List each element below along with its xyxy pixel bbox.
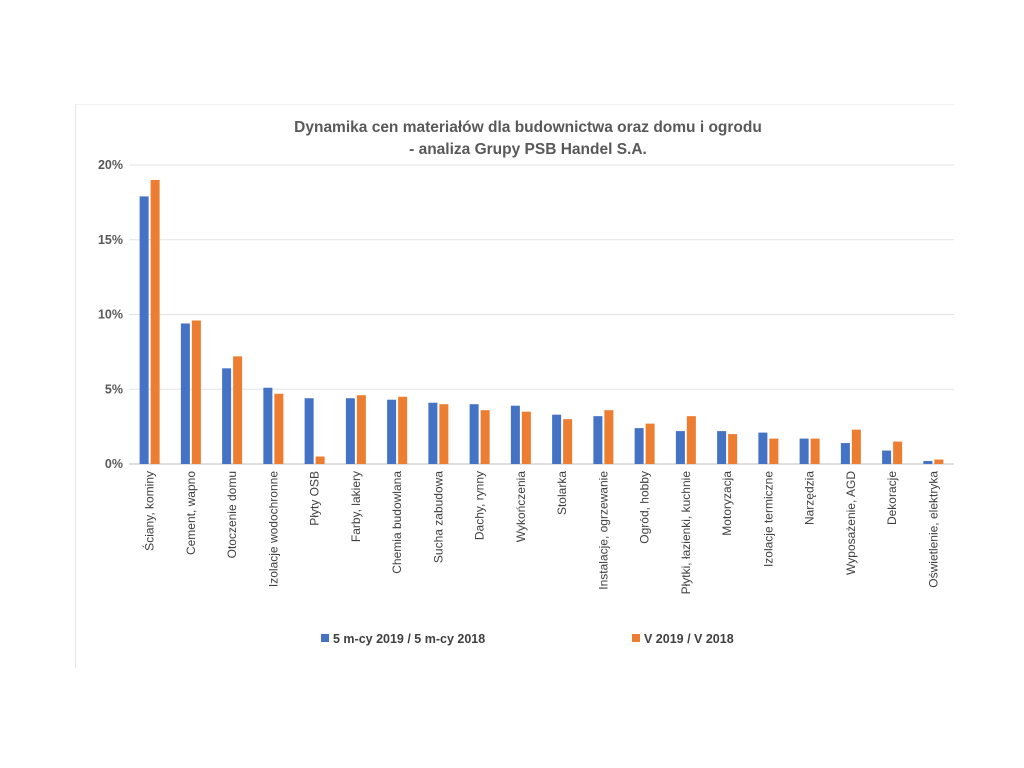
x-tick-label: Stolarka: [555, 471, 569, 515]
bar-series-1: [840, 443, 850, 464]
legend-swatch: [321, 634, 329, 642]
bar-series-2: [934, 459, 944, 464]
bar-series-2: [521, 411, 531, 464]
bar-series-2: [274, 393, 284, 464]
x-tick-label: Dachy, rynny: [473, 471, 487, 540]
bar-series-2: [150, 179, 160, 464]
bar-series-2: [563, 419, 573, 464]
bar-series-2: [191, 320, 201, 464]
bar-series-1: [552, 414, 562, 464]
bar-series-1: [882, 450, 892, 464]
bar-series-2: [233, 356, 243, 464]
x-tick-label: Farby, lakiery: [349, 471, 363, 542]
x-tick-label: Motoryzacja: [720, 471, 734, 536]
bar-series-1: [469, 404, 479, 464]
y-tick-label: 15%: [98, 233, 123, 247]
chart-title-line-2: - analiza Grupy PSB Handel S.A.: [409, 141, 647, 158]
bars: [139, 179, 944, 464]
y-tick-label: 10%: [98, 308, 123, 322]
x-tick-label: Ogród, hobby: [638, 471, 652, 544]
bar-series-1: [634, 428, 644, 464]
chart-frame: Dynamika cen materiałów dla budownictwa …: [75, 104, 955, 668]
x-tick-label: Otoczenie domu: [225, 471, 239, 558]
bar-series-1: [304, 398, 314, 464]
x-tick-label: Płyty OSB: [308, 471, 322, 526]
x-tick-label: Wyposażenie, AGD: [844, 471, 858, 575]
x-tick-label: Płytki, łazienki, kuchnie: [679, 471, 693, 595]
y-tick-label: 20%: [98, 158, 123, 172]
bar-series-1: [263, 387, 273, 464]
bar-series-2: [439, 404, 449, 464]
bar-series-1: [139, 196, 149, 464]
bar-series-2: [356, 395, 366, 464]
bar-series-2: [645, 423, 655, 464]
x-tick-label: Oświetlenie, elektryka: [926, 471, 940, 588]
x-tick-label: Cement, wapno: [184, 471, 198, 555]
gridlines: [129, 164, 954, 465]
bar-series-2: [315, 456, 325, 464]
bar-series-2: [480, 410, 490, 464]
bar-series-2: [810, 438, 820, 464]
bar-series-1: [799, 438, 809, 464]
x-tick-label: Wykończenia: [514, 471, 528, 543]
bar-series-1: [510, 405, 520, 464]
x-tick-label: Izolacje termiczne: [761, 471, 775, 567]
x-tick-label: Dekoracje: [885, 471, 899, 525]
legend-swatch: [632, 634, 640, 642]
bar-series-1: [758, 432, 768, 464]
chart-title-line-1: Dynamika cen materiałów dla budownictwa …: [294, 119, 762, 136]
bar-series-1: [180, 323, 190, 464]
y-axis-ticks: 0% 5% 10% 15% 20%: [98, 158, 123, 471]
y-tick-label: 5%: [105, 382, 123, 396]
x-tick-label: Chemia budowlana: [390, 471, 404, 574]
legend-label: V 2019 / V 2018: [644, 632, 734, 646]
bar-series-1: [717, 431, 727, 464]
x-tick-label: Ściany, kominy: [142, 471, 157, 551]
bar-series-1: [387, 399, 397, 464]
bar-series-1: [675, 431, 685, 464]
x-tick-label: Izolacje wodochronne: [266, 471, 280, 587]
bar-series-2: [851, 429, 861, 464]
bar-series-2: [893, 441, 903, 464]
bar-series-1: [923, 461, 933, 464]
bar-series-2: [728, 434, 738, 464]
bar-chart: Dynamika cen materiałów dla budownictwa …: [98, 119, 954, 646]
bar-series-2: [769, 438, 779, 464]
x-axis-ticks: Ściany, kominy Cement, wapno Otoczenie dom…: [142, 471, 941, 595]
x-tick-label: Narzędzia: [803, 471, 817, 525]
bar-series-1: [345, 398, 355, 464]
bar-series-2: [686, 416, 696, 464]
legend: 5 m-cy 2019 / 5 m-cy 2018 V 2019 / V 2018: [321, 632, 734, 646]
x-tick-label: Instalacje, ogrzewanie: [596, 471, 610, 590]
legend-label: 5 m-cy 2019 / 5 m-cy 2018: [333, 632, 485, 646]
x-tick-label: Sucha zabudowa: [431, 471, 445, 563]
bar-series-2: [604, 410, 614, 464]
bar-series-1: [593, 416, 603, 464]
y-tick-label: 0%: [105, 457, 123, 471]
bar-series-2: [398, 396, 408, 464]
bar-series-1: [222, 368, 232, 464]
bar-series-1: [428, 402, 438, 464]
